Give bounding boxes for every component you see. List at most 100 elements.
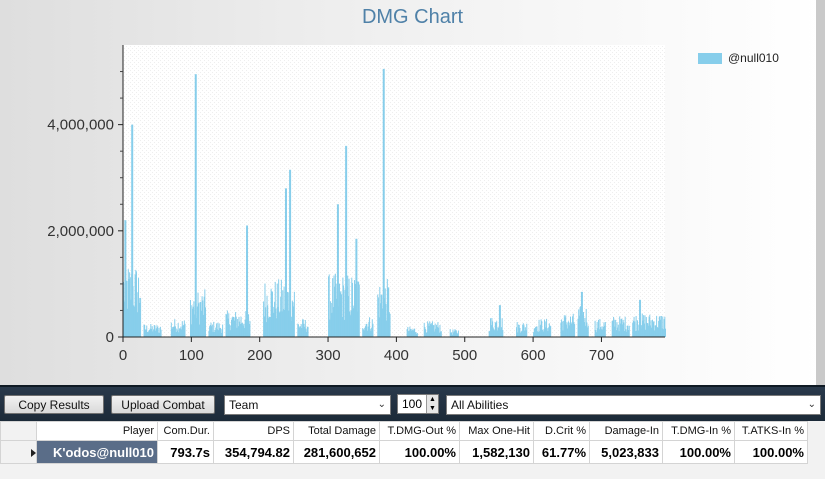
bar bbox=[660, 319, 662, 337]
cell-dps[interactable]: 354,794.82 bbox=[213, 440, 294, 464]
bar bbox=[200, 301, 202, 337]
bar bbox=[492, 321, 494, 337]
bar bbox=[152, 331, 154, 337]
bar bbox=[497, 327, 499, 337]
bar bbox=[367, 330, 369, 337]
bar bbox=[451, 334, 453, 337]
bar bbox=[299, 326, 301, 337]
bar-peak bbox=[131, 124, 134, 338]
copy-results-button[interactable]: Copy Results bbox=[4, 395, 104, 414]
column-header-tdmg-out[interactable]: T.DMG-Out % bbox=[379, 421, 460, 441]
cell-tdmg-out[interactable]: 100.00% bbox=[379, 440, 460, 464]
cell-player[interactable]: K'odos@null010 bbox=[36, 440, 158, 464]
bar bbox=[544, 319, 546, 337]
bar bbox=[539, 331, 541, 337]
bar bbox=[641, 325, 643, 337]
column-header-d-crit[interactable]: D.Crit % bbox=[533, 421, 590, 441]
chevron-down-icon[interactable]: ⌄ bbox=[377, 399, 386, 410]
bar-peak bbox=[498, 305, 501, 337]
bar bbox=[384, 288, 386, 337]
column-header-max-one-hit[interactable]: Max One-Hit bbox=[459, 421, 534, 441]
cell-max-one-hit[interactable]: 1,582,130 bbox=[459, 440, 534, 464]
count-stepper[interactable]: 100 ▲ ▼ bbox=[397, 394, 439, 414]
bar bbox=[300, 326, 302, 337]
upload-combat-button[interactable]: Upload Combat bbox=[111, 395, 215, 414]
column-header-tatks-in[interactable]: T.ATKS-In % bbox=[734, 421, 808, 441]
bar bbox=[654, 330, 656, 337]
bar bbox=[431, 321, 433, 337]
chevron-down-icon[interactable]: ⌄ bbox=[807, 399, 816, 410]
bar bbox=[215, 323, 217, 337]
column-header-dps[interactable]: DPS bbox=[213, 421, 294, 441]
abilities-select[interactable]: All Abilities ⌄ bbox=[446, 395, 821, 415]
bar bbox=[490, 318, 492, 337]
bar bbox=[389, 313, 391, 337]
bar bbox=[351, 277, 353, 337]
stepper-down-icon[interactable]: ▼ bbox=[426, 404, 438, 413]
bar bbox=[362, 328, 364, 337]
bar bbox=[598, 319, 600, 337]
bar bbox=[127, 308, 129, 337]
bar bbox=[158, 327, 160, 337]
group-select[interactable]: Team ⌄ bbox=[224, 395, 391, 415]
cell-tatks-in[interactable]: 100.00% bbox=[734, 440, 808, 464]
bar bbox=[248, 314, 250, 337]
bar bbox=[179, 328, 181, 337]
column-header-tdmg-in[interactable]: T.DMG-In % bbox=[662, 421, 735, 441]
bar bbox=[275, 308, 277, 337]
bar bbox=[245, 311, 247, 337]
bar bbox=[338, 283, 340, 337]
bar bbox=[304, 326, 306, 337]
column-header-damage-in[interactable]: Damage-In bbox=[589, 421, 663, 441]
bar bbox=[410, 330, 412, 337]
bar bbox=[298, 327, 300, 337]
bar bbox=[249, 320, 251, 337]
bar bbox=[274, 281, 276, 337]
column-header-com-dur[interactable]: Com.Dur. bbox=[157, 421, 214, 441]
cell-damage-in[interactable]: 5,023,833 bbox=[589, 440, 663, 464]
cell-d-crit[interactable]: 61.77% bbox=[533, 440, 590, 464]
column-header-total-damage[interactable]: Total Damage bbox=[293, 421, 380, 441]
bar bbox=[157, 326, 159, 337]
bar bbox=[516, 327, 518, 337]
bar bbox=[650, 320, 652, 337]
bar bbox=[604, 325, 606, 337]
bar bbox=[237, 326, 239, 337]
bar bbox=[570, 322, 572, 337]
bar bbox=[278, 312, 280, 337]
bar bbox=[264, 283, 266, 337]
bar bbox=[582, 312, 584, 337]
column-header-player[interactable]: Player bbox=[36, 421, 158, 441]
bar bbox=[265, 307, 267, 337]
bar bbox=[644, 315, 646, 337]
bar bbox=[377, 297, 379, 337]
bar bbox=[536, 326, 538, 337]
cell-tdmg-in[interactable]: 100.00% bbox=[662, 440, 735, 464]
bar bbox=[411, 328, 413, 337]
dmg-chart: 0 2,000,000 4,000,000 0 100 200 300 400 500 600 7… bbox=[47, 45, 666, 364]
bar bbox=[218, 323, 220, 337]
bar bbox=[146, 331, 148, 337]
bar bbox=[519, 328, 521, 337]
y-tick-label: 0 bbox=[106, 329, 114, 346]
bar bbox=[431, 323, 433, 337]
bar bbox=[599, 318, 601, 337]
table-row[interactable]: K'odos@null010 793.7s 354,794.82 281,600… bbox=[0, 440, 808, 464]
bar bbox=[550, 326, 552, 337]
bar bbox=[429, 321, 431, 337]
bar bbox=[614, 326, 616, 337]
bar bbox=[179, 328, 181, 337]
bar bbox=[136, 312, 138, 337]
bar bbox=[218, 330, 220, 337]
cell-total-damage[interactable]: 281,600,652 bbox=[293, 440, 380, 464]
bar bbox=[280, 279, 282, 337]
bar bbox=[496, 330, 498, 337]
bar bbox=[271, 291, 273, 337]
cell-com-dur[interactable]: 793.7s bbox=[157, 440, 214, 464]
bar bbox=[549, 325, 551, 337]
stepper-up-icon[interactable]: ▲ bbox=[426, 395, 438, 404]
bar bbox=[626, 331, 628, 337]
bar bbox=[647, 323, 649, 337]
bar bbox=[273, 312, 275, 337]
bar bbox=[157, 332, 159, 337]
